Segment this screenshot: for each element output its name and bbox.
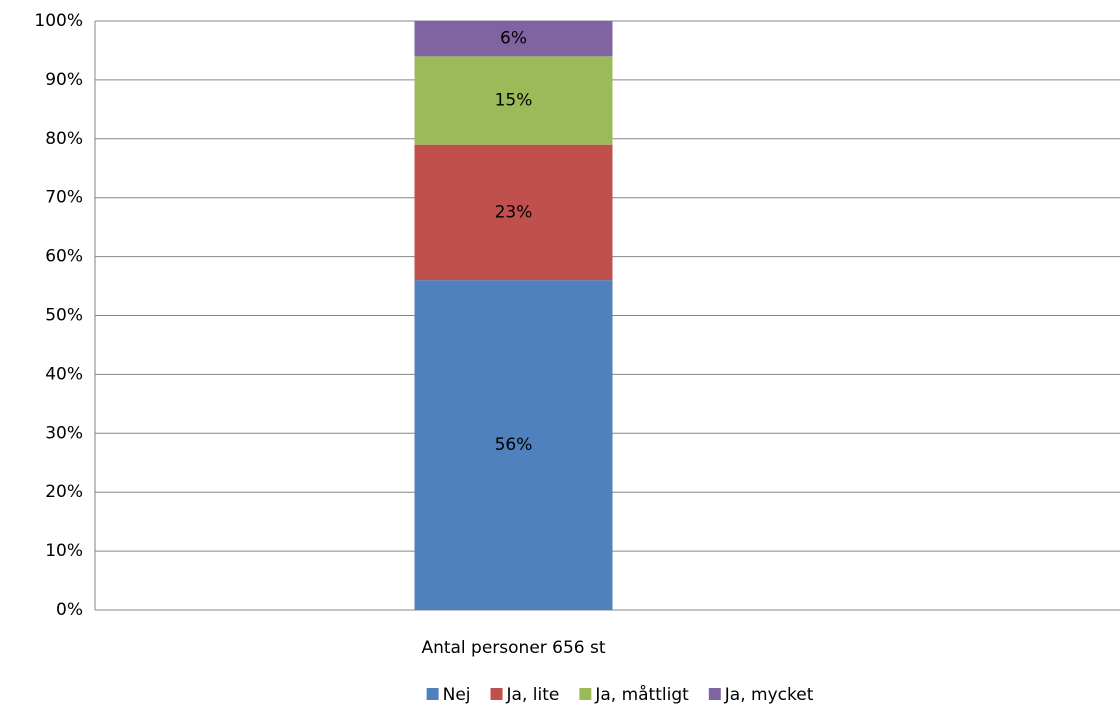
bar-segment xyxy=(414,56,613,145)
data-label: 6% xyxy=(500,29,527,49)
y-tick-label: 50% xyxy=(45,306,83,326)
legend-swatch xyxy=(708,688,721,700)
data-label: 56% xyxy=(495,435,533,455)
y-tick-label: 0% xyxy=(56,600,83,620)
legend-label: Nej xyxy=(443,685,471,705)
bar-segment xyxy=(414,280,613,610)
y-tick-label: 70% xyxy=(45,188,83,208)
y-tick-label: 60% xyxy=(45,247,83,267)
data-label: 23% xyxy=(495,202,533,222)
y-tick-label: 40% xyxy=(45,364,83,384)
x-tick-label: Antal personer 656 st xyxy=(421,638,605,658)
y-tick-label: 100% xyxy=(34,11,83,31)
data-label: 15% xyxy=(495,91,533,111)
y-tick-label: 90% xyxy=(45,70,83,90)
legend-swatch xyxy=(579,688,592,700)
legend-swatch xyxy=(490,688,503,700)
legend-label: Ja, mycket xyxy=(724,685,814,705)
bar-segment xyxy=(414,21,613,57)
y-tick-label: 30% xyxy=(45,423,83,443)
y-tick-label: 10% xyxy=(45,541,83,561)
legend-swatch xyxy=(426,688,439,700)
legend-label: Ja, måttligt xyxy=(594,684,689,705)
y-tick-label: 20% xyxy=(45,482,83,502)
y-tick-label: 80% xyxy=(45,129,83,149)
legend-label: Ja, lite xyxy=(506,685,560,705)
bar-segment xyxy=(414,144,613,281)
